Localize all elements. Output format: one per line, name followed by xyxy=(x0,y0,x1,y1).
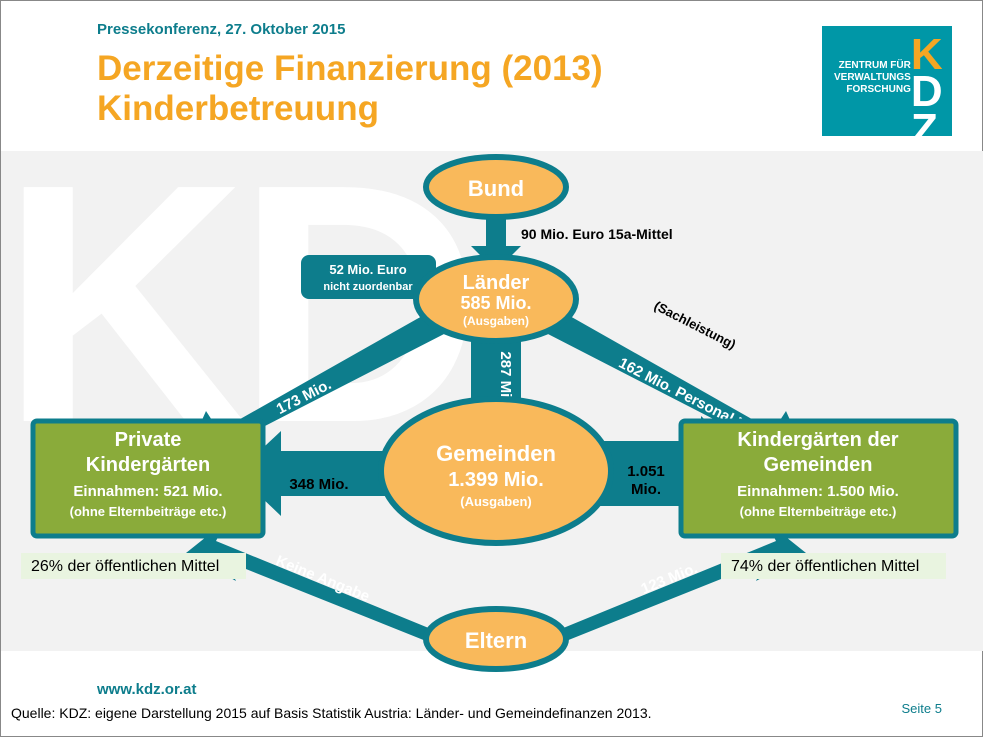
logo-z: Z xyxy=(911,111,941,148)
header-subtitle: Pressekonferenz, 27. Oktober 2015 xyxy=(97,21,345,38)
title-line2: Kinderbetreuung xyxy=(97,89,379,128)
page-title: Derzeitige Finanzierung (2013) Kinderbet… xyxy=(97,49,603,130)
footer-source: Quelle: KDZ: eigene Darstellung 2015 auf… xyxy=(11,705,652,721)
footer-page: Seite 5 xyxy=(902,701,942,716)
footer-url: www.kdz.or.at xyxy=(97,681,196,698)
background-watermark: KD xyxy=(1,151,983,651)
logo-text-l3: FORSCHUNG xyxy=(834,84,911,96)
logo-text-l1: ZENTRUM FÜR xyxy=(834,60,911,72)
logo: ZENTRUM FÜR VERWALTUNGS FORSCHUNG K D Z xyxy=(822,26,952,136)
logo-text-l2: VERWALTUNGS xyxy=(834,72,911,84)
title-line1: Derzeitige Finanzierung (2013) xyxy=(97,49,603,88)
